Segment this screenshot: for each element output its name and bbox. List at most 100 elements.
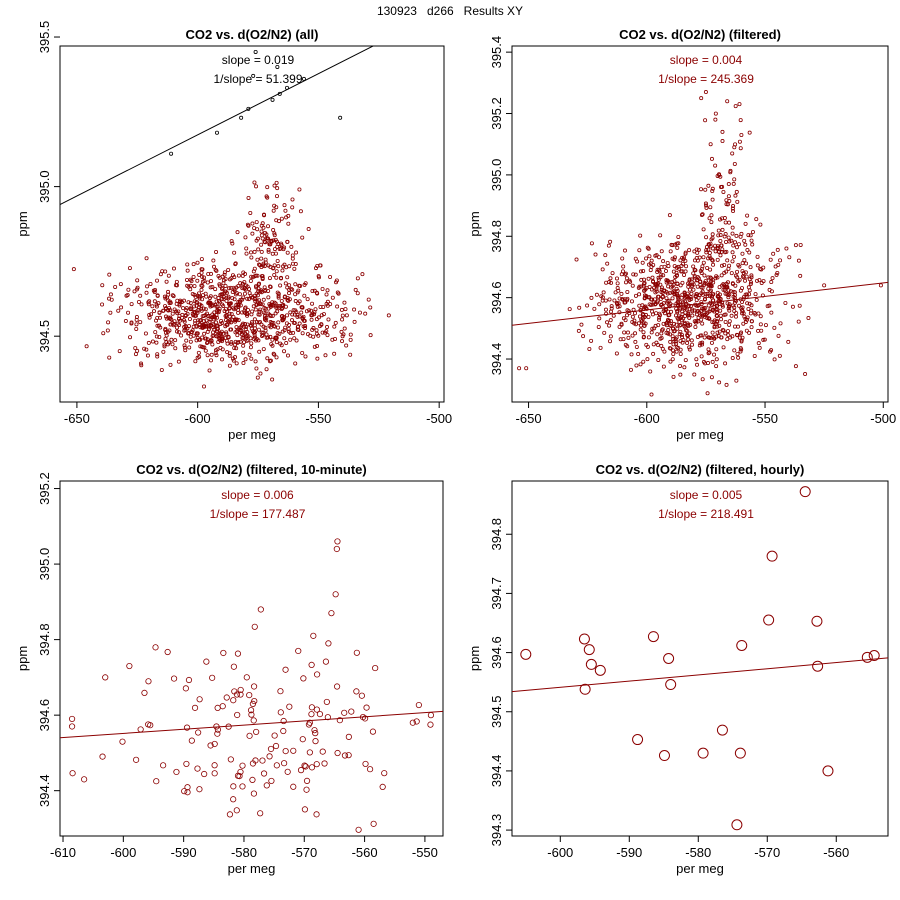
- data-point: [270, 251, 275, 256]
- data-point: [201, 345, 206, 350]
- data-point: [264, 232, 269, 237]
- data-point: [182, 685, 189, 692]
- data-point: [241, 350, 246, 355]
- data-point: [155, 352, 160, 357]
- data-point: [302, 282, 307, 287]
- data-point: [102, 674, 109, 681]
- data-point: [313, 671, 321, 678]
- data-point: [241, 336, 246, 341]
- data-point: [249, 341, 254, 346]
- data-point: [231, 358, 236, 363]
- chart-title: CO2 vs. d(O2/N2) (all): [186, 27, 319, 42]
- data-point: [348, 708, 355, 715]
- data-point: [161, 349, 166, 354]
- data-point: [319, 748, 326, 755]
- data-point: [272, 272, 277, 277]
- data-point: [427, 712, 435, 719]
- data-point: [134, 322, 139, 327]
- data-point: [291, 320, 296, 325]
- data-point: [675, 281, 680, 286]
- data-point: [738, 288, 743, 293]
- data-point: [277, 709, 284, 716]
- data-point: [636, 321, 641, 326]
- data-point: [672, 257, 677, 262]
- data-point: [194, 765, 201, 772]
- data-point: [641, 335, 646, 340]
- y-axis-label: ppm: [15, 211, 30, 236]
- data-point: [249, 255, 254, 260]
- data-point: [655, 270, 660, 275]
- data-point: [252, 180, 257, 185]
- data-point: [259, 242, 264, 247]
- data-point: [215, 309, 220, 314]
- data-point: [730, 259, 735, 264]
- data-point: [295, 314, 300, 319]
- data-point: [617, 310, 622, 315]
- y-tick-label: 394.7: [489, 577, 504, 610]
- data-point: [272, 231, 277, 236]
- data-point: [310, 632, 317, 639]
- data-point: [321, 760, 328, 767]
- data-point: [244, 251, 249, 256]
- data-point: [158, 272, 163, 277]
- data-point: [709, 156, 714, 161]
- data-point: [272, 247, 277, 252]
- data-point: [608, 276, 613, 281]
- data-point: [265, 195, 270, 200]
- data-point: [333, 320, 338, 325]
- data-point: [730, 225, 735, 230]
- data-point: [706, 183, 711, 188]
- data-point: [279, 299, 284, 304]
- data-point: [315, 344, 320, 349]
- data-point: [740, 311, 745, 316]
- data-point: [311, 334, 316, 339]
- data-point: [215, 347, 220, 352]
- data-point: [654, 282, 659, 287]
- data-point: [197, 337, 202, 342]
- data-point: [797, 303, 802, 308]
- data-point: [163, 307, 168, 312]
- data-point: [650, 326, 655, 331]
- data-point: [662, 349, 667, 354]
- data-point: [335, 304, 340, 309]
- data-point: [254, 302, 259, 307]
- data-point: [723, 331, 728, 336]
- data-point: [700, 313, 705, 318]
- data-point: [191, 274, 196, 279]
- y-tick-label: 395.0: [37, 548, 52, 581]
- data-point: [609, 304, 614, 309]
- data-point: [261, 333, 266, 338]
- data-point: [176, 330, 181, 335]
- data-point: [632, 318, 637, 323]
- data-point: [601, 290, 606, 295]
- data-point: [132, 289, 137, 294]
- data-point: [790, 304, 795, 309]
- data-point: [220, 347, 225, 352]
- data-point: [579, 322, 584, 327]
- data-point: [282, 245, 287, 250]
- data-point: [667, 280, 672, 285]
- data-point: [740, 299, 745, 304]
- data-point: [675, 326, 680, 331]
- data-point: [316, 711, 324, 718]
- data-point: [240, 281, 245, 286]
- data-point: [360, 272, 365, 277]
- data-point: [587, 346, 592, 351]
- data-point: [282, 748, 289, 755]
- data-point: [282, 294, 287, 299]
- data-point: [717, 323, 722, 328]
- data-point: [700, 321, 705, 326]
- data-point: [252, 323, 257, 328]
- data-point: [683, 302, 688, 307]
- data-point: [249, 323, 254, 328]
- data-point: [197, 272, 202, 277]
- data-point: [626, 309, 631, 314]
- data-point: [206, 272, 211, 277]
- data-point: [695, 362, 700, 367]
- data-point: [152, 309, 157, 314]
- data-point: [744, 261, 749, 266]
- data-point: [756, 328, 761, 333]
- data-point: [153, 330, 158, 335]
- data-point: [208, 285, 213, 290]
- data-point: [653, 301, 658, 306]
